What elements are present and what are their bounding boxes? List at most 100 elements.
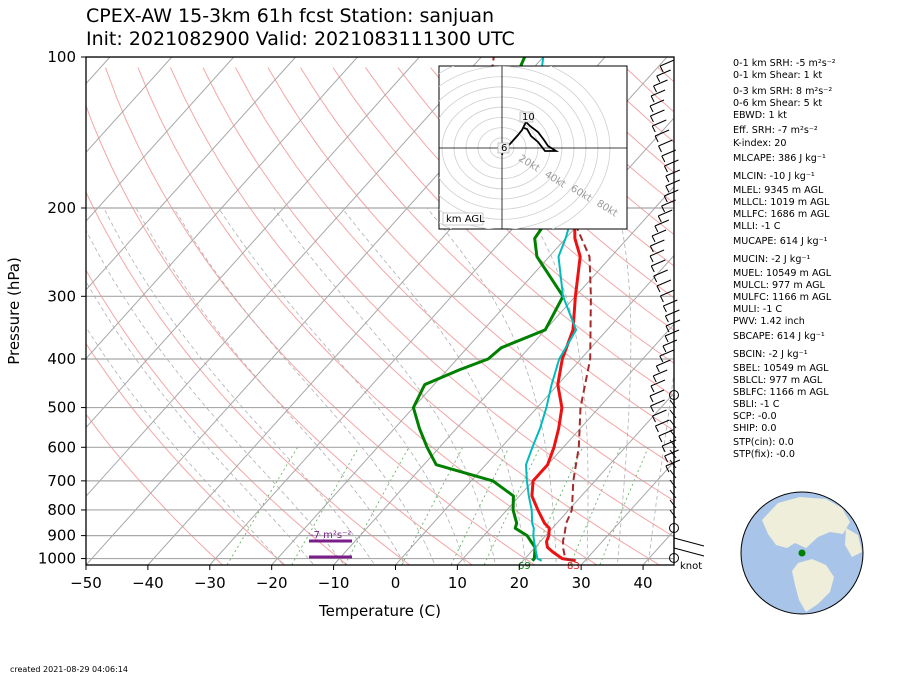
x-tick-label: 30	[572, 574, 591, 592]
dry-adiabat	[300, 67, 674, 432]
moist-adiabat	[426, 207, 557, 565]
index-line: MLLFC: 1686 m AGL	[733, 209, 830, 220]
created-timestamp: created 2021-08-29 04:06:14	[10, 665, 128, 674]
dry-adiabat	[86, 342, 286, 565]
x-tick-label: 0	[391, 574, 401, 592]
index-line: EBWD: 1 kt	[733, 110, 787, 121]
x-tick-label: −50	[70, 574, 102, 592]
calm-wind-circle	[669, 553, 679, 563]
moist-adiabat	[135, 207, 406, 565]
isotherm	[86, 57, 358, 360]
index-line: MUCAPE: 614 J kg⁻¹	[733, 236, 828, 247]
y-tick-label: 300	[47, 287, 76, 305]
moist-adiabat	[86, 326, 284, 565]
y-tick-label: 100	[47, 48, 76, 66]
index-line: STP(fix): -0.0	[733, 449, 795, 460]
wind-barbs	[649, 59, 705, 563]
plot-frame	[85, 56, 675, 566]
moist-adiabat	[173, 207, 436, 565]
index-line: 0-6 km Shear: 5 kt	[733, 98, 823, 109]
index-line: K-index: 20	[733, 138, 787, 149]
mixing-ratio-line	[569, 447, 621, 565]
moist-adiabat	[86, 229, 345, 565]
dry-adiabat	[332, 67, 674, 398]
station-marker	[798, 549, 806, 557]
dry-adiabat	[235, 67, 674, 502]
y-tick-label: 800	[47, 501, 76, 519]
y-axis-label: Pressure (hPa)	[5, 257, 23, 365]
mixing-ratio-line	[450, 447, 510, 565]
hodograph-trace	[501, 120, 560, 156]
dry-adiabat	[430, 67, 674, 299]
index-line: MLLI: -1 C	[733, 221, 781, 232]
isotherm	[86, 57, 173, 154]
mixing-ratio-line	[226, 447, 298, 565]
moist-adiabat	[616, 207, 632, 565]
dry-adiabat	[86, 269, 349, 565]
index-line: 0-1 km Shear: 1 kt	[733, 70, 823, 81]
dry-adiabat	[267, 67, 674, 466]
index-line: STP(cin): 0.0	[733, 437, 794, 448]
moist-adiabat	[273, 207, 496, 565]
continent-north-america	[762, 497, 850, 548]
chart-title-line2: Init: 2021082900 Valid: 2021083111300 UT…	[86, 28, 515, 50]
dry-adiabat	[86, 413, 224, 565]
index-line: SHIP: 0.0	[733, 423, 777, 434]
index-line: SBLFC: 1166 m AGL	[733, 387, 829, 398]
surface-temp-label: 83	[567, 561, 580, 572]
mixing-ratio-line	[291, 447, 360, 565]
index-line: SBCIN: -2 J kg⁻¹	[733, 349, 808, 360]
index-line: MULI: -1 C	[733, 304, 783, 315]
x-tick-label: −40	[132, 574, 164, 592]
index-line: SBEL: 10549 m AGL	[733, 363, 829, 374]
dry-adiabat	[853, 68, 906, 570]
index-line: SBLCL: 977 m AGL	[733, 375, 823, 386]
y-tick-label: 600	[47, 438, 76, 456]
isotherm	[86, 57, 235, 222]
chart-title-line1: CPEX-AW 15-3km 61h fcst Station: sanjuan	[86, 5, 495, 27]
index-line: 0-1 km SRH: -5 m²s⁻²	[733, 58, 836, 69]
moist-adiabat	[647, 369, 674, 565]
index-line: SBLI: -1 C	[733, 399, 780, 410]
y-tick-label: 200	[47, 199, 76, 217]
y-tick-label: 700	[47, 472, 76, 490]
dry-adiabat	[105, 67, 536, 565]
moist-adiabat	[218, 207, 466, 565]
index-line: MLCIN: -10 J kg⁻¹	[733, 171, 815, 182]
index-line: MLLCL: 1019 m AGL	[733, 197, 830, 208]
x-tick-label: 10	[448, 574, 467, 592]
y-tick-label: 1000	[38, 550, 76, 568]
dry-adiabat	[202, 67, 674, 538]
globe-locator-icon	[740, 491, 864, 615]
x-axis-label: Temperature (C)	[318, 602, 441, 620]
index-line: MUEL: 10549 m AGL	[733, 268, 832, 279]
plot-area	[86, 57, 906, 570]
calm-wind-circle	[669, 523, 679, 533]
x-tick-label: −20	[256, 574, 288, 592]
hodograph-inset	[438, 65, 628, 230]
x-tick-label: −10	[318, 574, 350, 592]
dry-adiabat	[365, 67, 674, 364]
isotherm	[86, 57, 482, 497]
temperature-profile	[530, 207, 582, 563]
index-line: MLCAPE: 386 J kg⁻¹	[733, 153, 826, 164]
moist-adiabat	[103, 207, 376, 565]
srh-label: -7 m²s⁻²	[310, 530, 351, 541]
index-line: MULCL: 977 m AGL	[733, 280, 825, 291]
moist-adiabat	[341, 207, 527, 565]
dry-adiabat	[821, 68, 906, 570]
x-tick-label: −30	[194, 574, 226, 592]
y-tick-label: 900	[47, 527, 76, 545]
index-line: PWV: 1.42 inch	[733, 316, 805, 327]
surface-dewpoint-label: 69	[518, 561, 531, 572]
wind-unit-label: knot	[680, 561, 702, 572]
mixing-ratio-line	[483, 447, 541, 565]
index-line: Eff. SRH: -7 m²s⁻²	[733, 125, 818, 136]
y-tick-label: 500	[47, 399, 76, 417]
hodograph-point-label: 6	[501, 143, 507, 154]
isotherm	[86, 57, 296, 291]
index-line: MUCIN: -2 J kg⁻¹	[733, 254, 811, 265]
y-tick-label: 400	[47, 350, 76, 368]
x-tick-label: 40	[634, 574, 653, 592]
